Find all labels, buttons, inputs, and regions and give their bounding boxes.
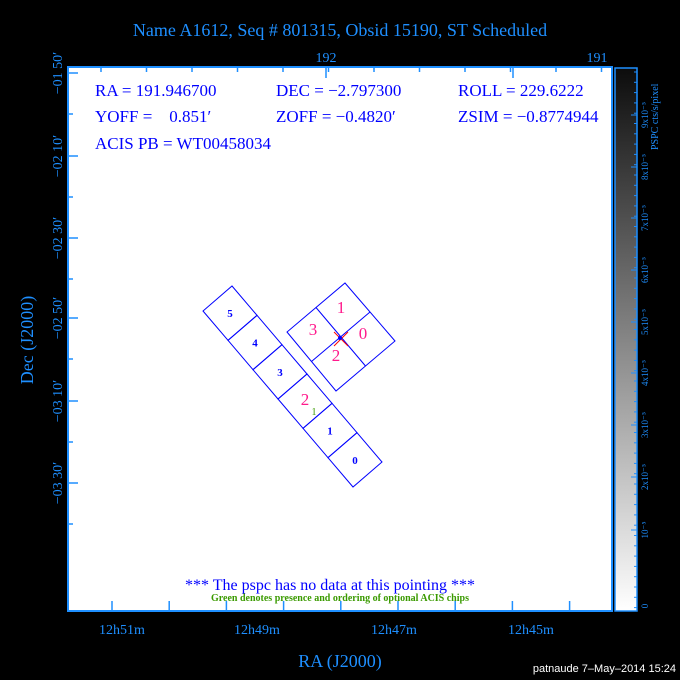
colorbar-tick-label: 8x10⁻⁵	[640, 154, 650, 180]
x-tick-label: 12h45m	[508, 623, 554, 638]
plot-title: Name A1612, Seq # 801315, Obsid 15190, S…	[133, 20, 547, 40]
colorbar-tick-label: 0	[640, 603, 650, 608]
colorbar-tick-label: 9x10⁻⁵	[640, 102, 650, 128]
colorbar-tick-label: 5x10⁻⁵	[640, 309, 650, 335]
acis-s-chip-label: 1	[327, 426, 333, 438]
acis-i-chip-label-right: 0	[359, 324, 368, 343]
optional-chip-order-label: 1	[312, 407, 317, 418]
no-data-message: *** The pspc has no data at this pointin…	[185, 577, 475, 594]
y-tick-label: −02 50′	[51, 297, 66, 339]
acis-s-chip-label: 2	[301, 390, 310, 409]
acis-i-array	[286, 282, 396, 392]
optional-chips-legend: Green denotes presence and ordering of o…	[211, 593, 469, 604]
y-tick-labels: −01 50′ −02 10′ −02 30′ −02 50′ −03 10′ −03 3…	[51, 52, 66, 504]
y-tick-label: −01 50′	[51, 52, 66, 94]
aimpoint-dot	[338, 336, 342, 340]
acis-s-chip-label: 3	[277, 367, 283, 379]
zoff-value: ZOFF = −0.4820′	[276, 107, 396, 126]
colorbar-tick-label: 4x10⁻⁵	[640, 360, 650, 386]
acis-s-chip	[327, 431, 383, 488]
footer-user-date: patnaude 7–May–2014 15:24	[533, 663, 676, 675]
x-tick-label: 12h47m	[371, 623, 417, 638]
colorbar-tick-label: 2x10⁻⁵	[640, 464, 650, 490]
acis-i-chip-label-top: 1	[337, 298, 346, 317]
acis-s-chip-label: 0	[352, 455, 358, 467]
y-tick-label: −02 30′	[51, 217, 66, 259]
x-tick-label: 12h49m	[234, 623, 280, 638]
yoff-value: YOFF = 0.851′	[95, 107, 211, 126]
roll-value: ROLL = 229.6222	[458, 81, 584, 100]
colorbar-ticks: 0 10⁻⁵ 2x10⁻⁵ 3x10⁻⁵ 4x10⁻⁵ 5x10⁻⁵ 6x10⁻⁵ 7x10⁻…	[631, 71, 650, 612]
colorbar-tick-label: 10⁻⁵	[640, 522, 650, 539]
x-tick-labels: 12h51m 12h49m 12h47m 12h45m	[99, 623, 554, 638]
acis-s-chip-label: 5	[227, 308, 233, 320]
top-tick-192: 192	[316, 51, 337, 66]
axis-ticks	[68, 67, 603, 611]
y-tick-label: −02 10′	[51, 135, 66, 177]
acis-s-chip-label: 4	[252, 338, 258, 350]
y-axis-label: Dec (J2000)	[17, 296, 38, 384]
dec-value: DEC = −2.797300	[276, 81, 401, 100]
ra-value: RA = 191.946700	[95, 81, 217, 100]
colorbar-label: PSPC cts/s/pixel	[650, 83, 661, 150]
colorbar-tick-label: 3x10⁻⁵	[640, 412, 650, 438]
acis-pb-value: ACIS PB = WT00458034	[95, 134, 271, 153]
x-axis-label: RA (J2000)	[298, 651, 382, 672]
acis-i-chip-label-bottom: 2	[332, 346, 341, 365]
pointing-info: RA = 191.946700 DEC = −2.797300 ROLL = 2…	[95, 81, 599, 153]
colorbar-tick-label: 7x10⁻⁵	[640, 205, 650, 231]
y-tick-label: −03 10′	[51, 380, 66, 422]
zsim-value: ZSIM = −0.8774944	[458, 107, 599, 126]
acis-i-chip-label-left: 3	[309, 320, 318, 339]
top-tick-191: 191	[587, 51, 608, 66]
colorbar-tick-label: 6x10⁻⁵	[640, 257, 650, 283]
x-tick-label: 12h51m	[99, 623, 145, 638]
y-tick-label: −03 30′	[51, 462, 66, 504]
